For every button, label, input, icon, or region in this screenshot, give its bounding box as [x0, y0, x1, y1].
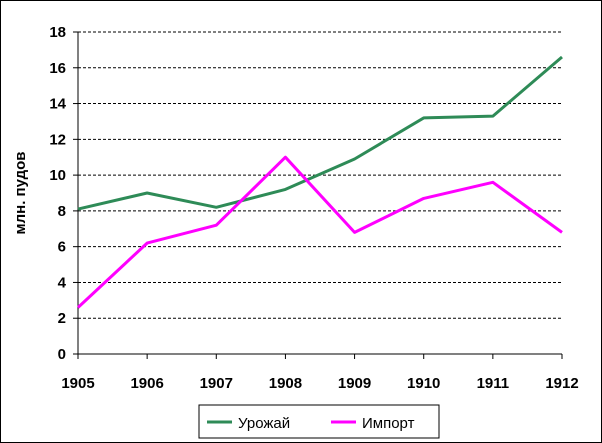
legend-label: Импорт — [362, 415, 415, 432]
y-tick-label: 0 — [58, 346, 66, 363]
series-lines — [76, 55, 563, 309]
legend-box — [198, 404, 440, 439]
y-tick-label: 2 — [58, 310, 66, 327]
x-tick-label: 1908 — [269, 375, 302, 392]
legend: Урожай Импорт — [198, 404, 440, 439]
x-tick-label: 1907 — [200, 375, 233, 392]
y-tick-label: 6 — [58, 239, 66, 256]
y-axis-title: млн. пудов — [12, 152, 29, 235]
x-tick-label: 1910 — [407, 375, 440, 392]
x-tick-label: 1912 — [545, 375, 578, 392]
x-tick-label: 1909 — [338, 375, 371, 392]
x-tick-label: 1911 — [477, 375, 510, 392]
gridlines — [78, 31, 562, 319]
y-tick-label: 8 — [58, 203, 66, 220]
y-tick-labels: 0 2 4 6 8 10 12 14 16 18 — [49, 24, 66, 363]
y-tick-label: 12 — [49, 131, 66, 148]
y-tick-label: 4 — [58, 274, 67, 291]
series-line-2 — [76, 155, 563, 309]
y-tick-label: 10 — [49, 167, 66, 184]
x-tick-labels: 1905 1906 1907 1908 1909 1910 1911 1912 — [61, 375, 578, 392]
x-tick-label: 1905 — [61, 375, 94, 392]
series-line-1 — [77, 55, 563, 211]
y-tick-label: 16 — [49, 60, 66, 77]
axes — [73, 31, 563, 359]
x-tick-label: 1906 — [130, 375, 163, 392]
y-tick-label: 14 — [49, 96, 66, 113]
legend-label: Урожай — [238, 415, 290, 432]
y-tick-label: 18 — [49, 24, 66, 41]
